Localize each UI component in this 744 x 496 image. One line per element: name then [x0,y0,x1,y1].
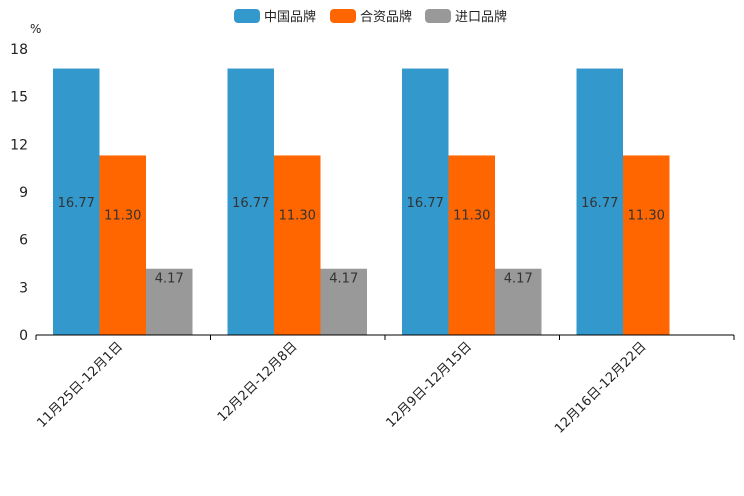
legend-label: 合资品牌 [360,9,412,25]
bar-1-3 [402,68,449,335]
legend-label: 进口品牌 [455,9,507,25]
y-tick-label: 12 [10,137,28,153]
bar-2-4 [623,155,670,335]
y-tick-label: 18 [10,42,28,58]
bar-2-1 [99,155,146,335]
bar-1-1 [53,68,100,335]
x-category-label: 12月16日-12月22日 [552,339,649,436]
y-tick-label: 9 [19,185,28,201]
bar-3-2 [320,268,367,335]
data-label: 11.30 [104,209,141,224]
y-tick-label: 0 [19,328,28,344]
y-tick-label: 6 [19,233,28,249]
data-label: 11.30 [279,209,316,224]
x-category-label: 11月25日-12月1日 [34,339,126,431]
data-label: 11.30 [628,209,665,224]
y-tick-label: 3 [19,280,28,296]
legend: 中国品牌 合资品牌 进口品牌 [234,9,507,25]
y-tick-label: 15 [10,90,28,106]
x-category-label: 12月2日-12月8日 [215,339,301,425]
data-label: 4.17 [329,271,358,286]
legend-swatch [234,9,260,23]
bar-1-2 [227,68,274,335]
x-category-label: 12月9日-12月15日 [383,339,475,431]
legend-label: 中国品牌 [264,9,316,25]
legend-swatch [330,9,356,23]
data-label: 11.30 [453,209,490,224]
bars [53,68,670,335]
data-label: 16.77 [407,196,444,211]
data-label: 16.77 [581,196,618,211]
data-labels: 16.77 16.77 16.77 16.77 11.30 11.30 11.30 11.30… [58,196,665,287]
legend-swatch [425,9,451,23]
bar-1-4 [576,68,623,335]
bar-3-3 [495,268,542,335]
data-label: 4.17 [155,271,184,286]
bar-2-2 [274,155,321,335]
data-label: 4.17 [504,271,533,286]
data-label: 16.77 [232,196,269,211]
data-label: 16.77 [58,196,95,211]
y-axis: 0 3 6 9 12 15 18 [10,42,28,344]
y-axis-unit: % [30,22,41,36]
x-axis: 11月25日-12月1日 12月2日-12月8日 12月9日-12月15日 12月16… [34,335,735,437]
bar-3-1 [146,268,193,335]
bar-2-3 [448,155,495,335]
